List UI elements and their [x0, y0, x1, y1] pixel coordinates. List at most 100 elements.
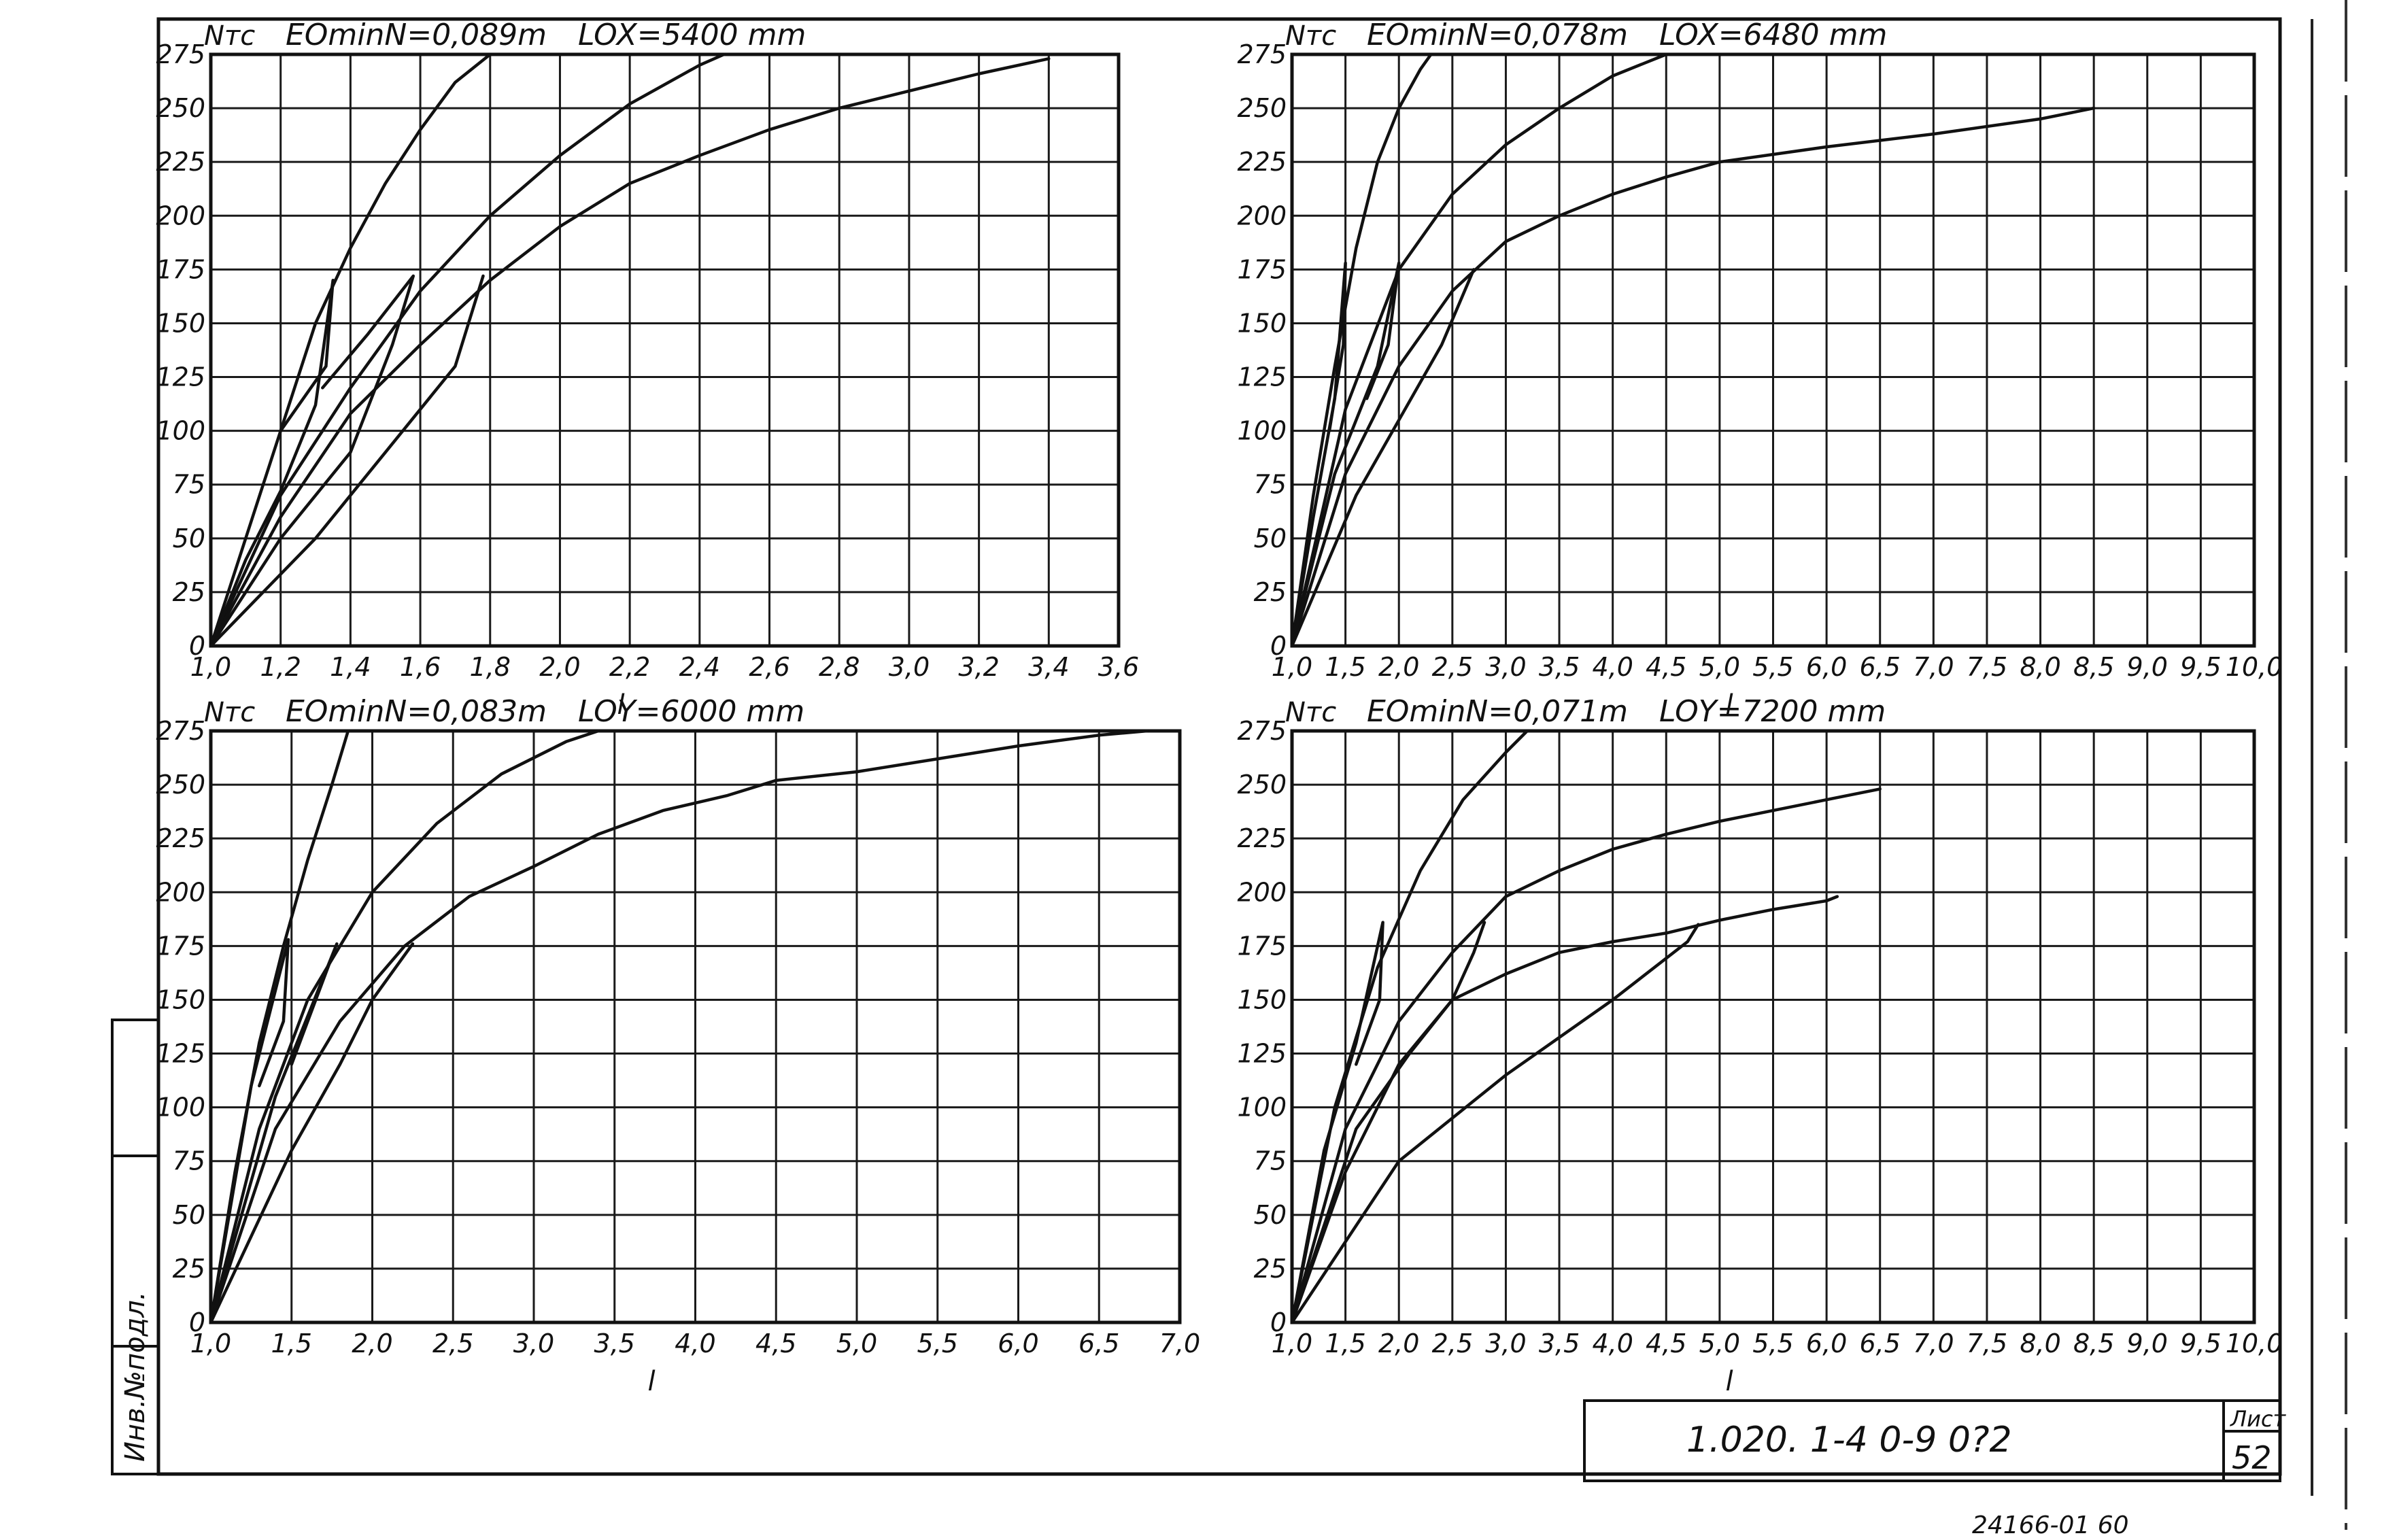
x-tick-label: 6,5 — [1860, 1329, 1901, 1358]
y-tick-label: 225 — [156, 823, 205, 853]
series-curve-1 — [1290, 729, 1529, 1324]
y-tick-label: 50 — [1254, 524, 1287, 553]
x-tick-label: 3,0 — [889, 652, 930, 682]
title-block — [1583, 1399, 2281, 1482]
series-curve-2 — [1290, 787, 1882, 1324]
x-tick-label: 4,5 — [755, 1329, 796, 1358]
y-axis-label: Nтс — [1285, 697, 1336, 728]
y-tick-label: 225 — [1237, 147, 1287, 177]
x-tick-label: 8,5 — [2073, 1329, 2114, 1358]
eccentricity-annotation: EOminN=0,083m — [286, 694, 547, 729]
x-tick-label: 4,0 — [1592, 1329, 1633, 1358]
series-curve-6 — [1290, 921, 1486, 1324]
side-binding-stamp — [111, 1019, 160, 1475]
y-tick-label: 0 — [1270, 1307, 1287, 1337]
x-tick-label: 1,8 — [470, 652, 511, 682]
x-tick-label: 9,5 — [2180, 1329, 2221, 1358]
y-tick-label: 25 — [173, 577, 205, 607]
series-curve-3 — [209, 57, 1051, 648]
x-tick-label: 3,5 — [594, 1329, 635, 1358]
series-curve-5 — [1290, 921, 1384, 1324]
y-tick-label: 275 — [156, 716, 205, 746]
y-tick-label: 100 — [1237, 416, 1287, 446]
chart-bottom-left: 1,0 1,5 2,0 2,5 3,0 3,5 4,0 4,5 5,0 5,5 6,0 6,5 7,0 0… — [156, 694, 1200, 1397]
x-axis-label: l — [648, 1366, 656, 1397]
y-tick-label: 75 — [1254, 1146, 1287, 1176]
x-tick-label: 5,5 — [1752, 1329, 1793, 1358]
x-tick-label: 6,5 — [1078, 1329, 1119, 1358]
y-tick-label: 200 — [156, 877, 205, 907]
x-tick-label: 1,5 — [271, 1329, 312, 1358]
y-tick-label: 100 — [156, 416, 205, 446]
sheet-frame — [156, 17, 2282, 1476]
eccentricity-annotation: EOminN=0,078m — [1367, 18, 1628, 52]
y-tick-label: 250 — [1237, 93, 1287, 123]
y-tick-label: 275 — [1237, 39, 1287, 69]
y-tick-label: 275 — [1237, 716, 1287, 746]
y-tick-label: 250 — [1237, 770, 1287, 800]
x-tick-label: 3,0 — [1485, 1329, 1526, 1358]
y-tick-label: 200 — [1237, 877, 1287, 907]
eccentricity-annotation: EOminN=0,071m — [1367, 694, 1628, 729]
x-tick-label: 9,5 — [2180, 652, 2221, 682]
y-tick-label: 75 — [1254, 470, 1287, 500]
series-curve-1 — [209, 52, 492, 648]
series-curve-3 — [1290, 106, 2096, 648]
length-annotation: LOY=7200 mm — [1659, 694, 1886, 729]
chart-grid — [1291, 53, 2256, 647]
x-tick-label: 3,5 — [1539, 1329, 1580, 1358]
x-tick-label: 1,0 — [190, 1329, 231, 1358]
plot-border — [1290, 52, 2256, 648]
x-tick-label: 7,5 — [1967, 652, 2007, 682]
series-curve-1 — [1290, 52, 1433, 648]
x-tick-label: 2,0 — [539, 652, 580, 682]
x-tick-label: 10,0 — [2226, 1329, 2283, 1358]
y-tick-label: 150 — [1237, 985, 1287, 1014]
x-tick-label: 7,0 — [1159, 1329, 1200, 1358]
x-tick-label: 2,5 — [432, 1329, 473, 1358]
x-tick-label: 5,5 — [917, 1329, 958, 1358]
x-tick-label: 5,0 — [1699, 1329, 1740, 1358]
chart-top-left: 1,0 1,2 1,4 1,6 1,8 2,0 2,2 2,4 2,6 2,8 3,0 3,2 3,4 3… — [156, 18, 1139, 721]
x-tick-label: 4,5 — [1646, 1329, 1686, 1358]
eccentricity-annotation: EOminN=0,089m — [286, 18, 547, 52]
sheet-label: Лист — [2230, 1406, 2286, 1432]
series-curve-2 — [1290, 52, 1668, 648]
x-tick-label: 7,0 — [1913, 652, 1954, 682]
x-tick-label: 1,0 — [190, 652, 231, 682]
x-tick-label: 2,5 — [1432, 1329, 1473, 1358]
y-tick-label: 0 — [1270, 631, 1287, 661]
y-tick-label: 125 — [1237, 362, 1287, 392]
y-tick-label: 150 — [156, 985, 205, 1014]
side-label: Инв.№подл. — [120, 1291, 151, 1462]
y-tick-label: 25 — [1254, 577, 1287, 607]
x-tick-label: 1,2 — [260, 652, 301, 682]
x-tick-label: 2,0 — [1378, 652, 1419, 682]
x-tick-label: 1,0 — [1272, 652, 1312, 682]
y-tick-label: 50 — [173, 524, 205, 553]
series-curve-5 — [209, 274, 415, 648]
y-tick-label: 100 — [156, 1093, 205, 1123]
x-tick-label: 3,4 — [1028, 652, 1069, 682]
plot-border — [1290, 729, 2256, 1324]
x-axis-label: l — [1726, 1366, 1733, 1397]
stamp-code: 1.020. 1-4 0-9 0?2 — [1686, 1420, 2012, 1460]
x-tick-label: 5,0 — [836, 1329, 877, 1358]
y-tick-label: 25 — [1254, 1254, 1287, 1284]
x-tick-label: 9,0 — [2127, 1329, 2168, 1358]
x-tick-label: 2,5 — [1432, 652, 1473, 682]
x-tick-label: 2,8 — [819, 652, 860, 682]
series-curve-2 — [209, 729, 600, 1324]
x-tick-label: 4,5 — [1646, 652, 1686, 682]
y-tick-label: 50 — [173, 1200, 205, 1230]
x-tick-label: 3,5 — [1539, 652, 1580, 682]
x-tick-label: 8,5 — [2073, 652, 2114, 682]
x-tick-label: 3,0 — [1485, 652, 1526, 682]
y-tick-label: 225 — [1237, 823, 1287, 853]
x-axis-label: l — [617, 689, 625, 721]
y-tick-label: 25 — [173, 1254, 205, 1284]
bottom-code: 24166-01 60 — [1972, 1511, 2129, 1539]
x-tick-label: 6,0 — [998, 1329, 1038, 1358]
series-curve-4 — [209, 938, 290, 1324]
